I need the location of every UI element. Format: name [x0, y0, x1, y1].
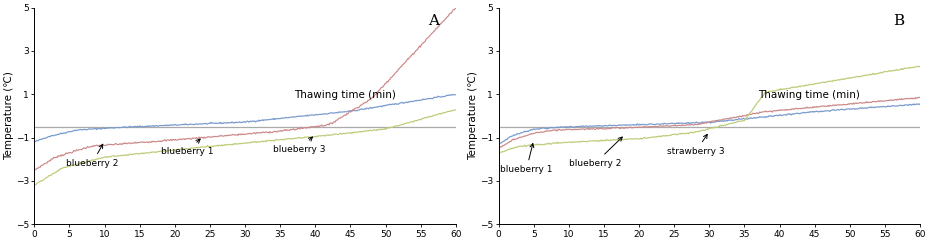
- Text: blueberry 3: blueberry 3: [273, 137, 325, 154]
- Text: blueberry 1: blueberry 1: [161, 139, 213, 156]
- Text: A: A: [429, 14, 439, 28]
- Text: blueberry 2: blueberry 2: [569, 137, 622, 168]
- Text: blueberry 2: blueberry 2: [66, 144, 118, 168]
- Text: blueberry 1: blueberry 1: [500, 144, 552, 174]
- Text: strawberry 3: strawberry 3: [667, 134, 724, 156]
- Text: Thawing time (min): Thawing time (min): [759, 90, 860, 100]
- Y-axis label: Temperature (℃): Temperature (℃): [469, 71, 478, 160]
- Y-axis label: Temperature (℃): Temperature (℃): [4, 71, 14, 160]
- Text: B: B: [893, 14, 904, 28]
- Text: Thawing time (min): Thawing time (min): [294, 90, 396, 100]
